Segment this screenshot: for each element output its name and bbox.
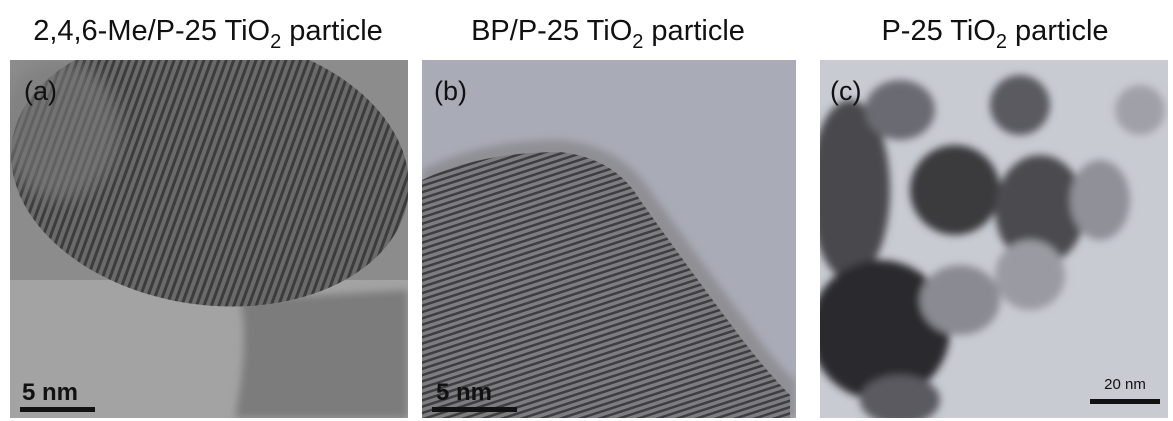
panel-title: P-25 TiO2 particle xyxy=(881,15,1108,53)
tem-image-c xyxy=(810,60,1168,421)
figure: 2,4,6-Me/P-25 TiO2 particle BP/P-25 TiO2… xyxy=(0,0,1173,421)
tem-image-b xyxy=(422,60,796,418)
panel-label: (a) xyxy=(24,76,57,106)
panel-label: (b) xyxy=(434,76,467,106)
title-text: 2,4,6-Me/P-25 TiO xyxy=(33,15,270,47)
panel-title: BP/P-25 TiO2 particle xyxy=(471,15,745,53)
title-text: P-25 TiO xyxy=(881,15,995,47)
scale-label: 5 nm xyxy=(436,379,492,406)
title-text: particle xyxy=(643,15,745,47)
title-subscript: 2 xyxy=(996,31,1007,53)
scale-label: 5 nm xyxy=(22,379,78,406)
title-text: particle xyxy=(1007,15,1109,47)
tem-image-a xyxy=(0,8,427,420)
title-subscript: 2 xyxy=(270,31,281,53)
scale-bar xyxy=(20,407,95,412)
title-subscript: 2 xyxy=(632,31,643,53)
title-text: BP/P-25 TiO xyxy=(471,15,632,47)
scale-bar xyxy=(432,407,517,412)
scale-label: 20 nm xyxy=(1104,376,1146,393)
panel-label: (c) xyxy=(830,76,861,106)
panel-title: 2,4,6-Me/P-25 TiO2 particle xyxy=(33,15,383,53)
scale-bar xyxy=(1090,399,1160,404)
page: {"panels": [ {"title": ["2,4,6-Me/P-25 T… xyxy=(0,0,1173,421)
title-text: particle xyxy=(281,15,383,47)
